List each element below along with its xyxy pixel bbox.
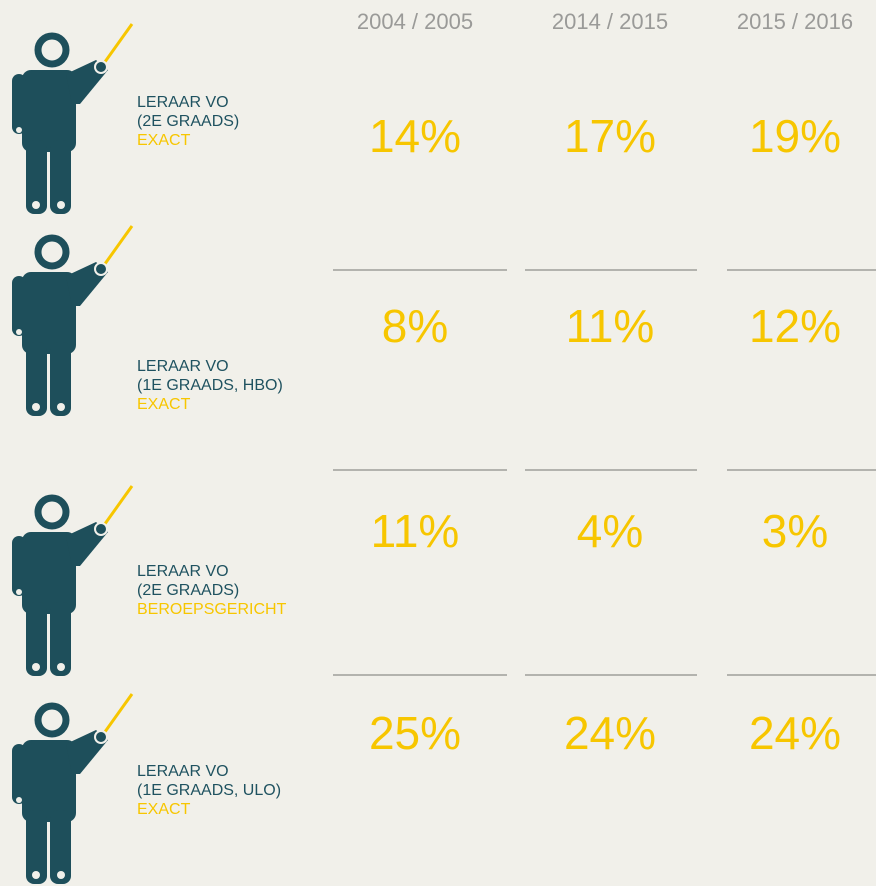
teacher-icon [12,24,132,214]
percentage: 24% [749,707,841,759]
row-category: BEROEPSGERICHT [137,601,287,618]
percentage: 3% [762,505,828,557]
row-label: (1E GRAADS, HBO) [137,377,283,394]
percentage: 24% [564,707,656,759]
percentage: 11% [371,505,460,557]
teacher-icon [12,694,132,884]
percentage: 17% [564,110,656,162]
table: 2004 / 2005 2014 / 2015 2015 / 2016 14% 17% 1… [137,9,876,818]
row-label: LERAAR VO [137,563,229,580]
percentage: 25% [369,707,461,759]
column-header: 2004 / 2005 [357,9,473,34]
row-label: (2E GRAADS) [137,582,239,599]
column-header: 2014 / 2015 [552,9,668,34]
percentage: 14% [369,110,461,162]
row-label: (1E GRAADS, ULO) [137,782,281,799]
row-category: EXACT [137,396,191,413]
percentage: 12% [749,300,841,352]
column-header: 2015 / 2016 [737,9,853,34]
row-label: (2E GRAADS) [137,113,239,130]
row-label: LERAAR VO [137,94,229,111]
row-category: EXACT [137,801,191,818]
row-label: LERAAR VO [137,763,229,780]
row-category: EXACT [137,132,191,149]
percentage: 8% [382,300,448,352]
teacher-icon [12,226,132,416]
percentage: 19% [749,110,841,162]
percentage: 4% [577,505,643,557]
percentage: 11% [566,300,655,352]
row-label: LERAAR VO [137,358,229,375]
teacher-icon [12,486,132,676]
